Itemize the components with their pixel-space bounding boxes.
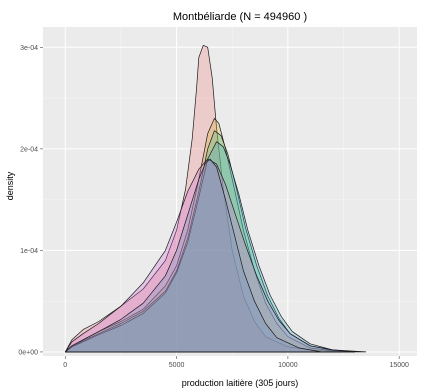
y-axis-title: density <box>5 171 15 200</box>
density-area-5 <box>64 158 356 353</box>
density-area-1 <box>64 44 344 353</box>
y-tick-label: 3e-04 <box>20 45 38 52</box>
x-axis-title: production laitière (305 jours) <box>182 378 299 388</box>
density-curves <box>64 44 367 353</box>
x-tick-label: 10000 <box>278 362 298 369</box>
density-area-6 <box>64 158 322 353</box>
y-tick-label: 1e-04 <box>20 248 38 255</box>
x-tick-label: 15000 <box>389 362 409 369</box>
density-area-4 <box>64 141 367 353</box>
chart-title: Montbéliarde (N = 494960 ) <box>173 11 307 23</box>
density-area-2 <box>64 118 356 353</box>
x-axis-ticks: 0 5000 10000 15000 <box>63 356 409 369</box>
y-tick-label: 2e-04 <box>20 146 38 153</box>
x-tick-label: 5000 <box>169 362 185 369</box>
x-tick-label: 0 <box>63 362 67 369</box>
y-tick-label: 0e+00 <box>18 349 38 356</box>
y-axis-ticks: 0e+00 1e-04 2e-04 3e-04 <box>18 45 43 356</box>
